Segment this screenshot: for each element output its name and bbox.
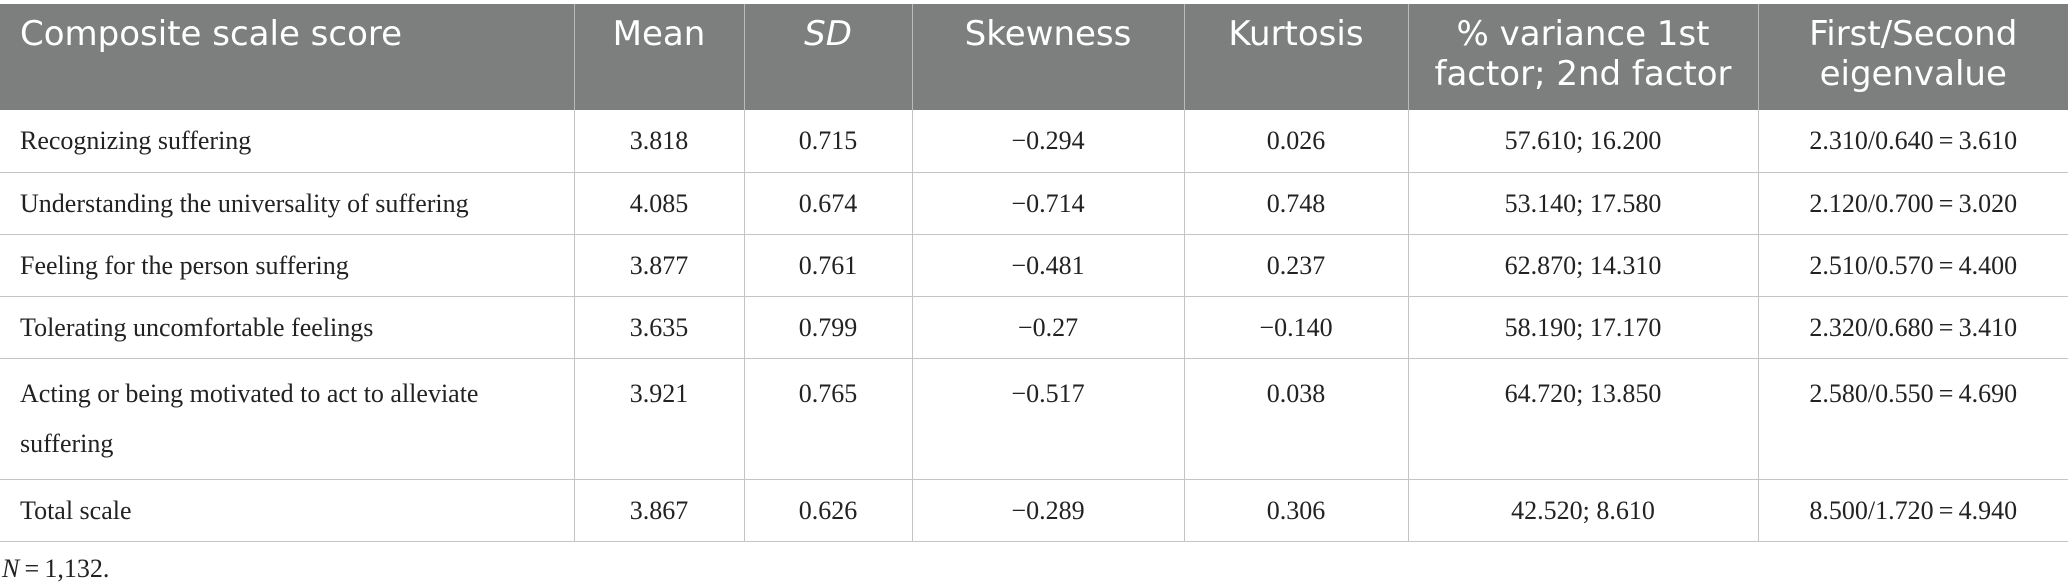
cell-eigenvalue: 2.580/0.550 = 4.690 bbox=[1757, 358, 2068, 480]
cell-mean: 3.877 bbox=[573, 234, 744, 297]
cell-skewness: −0.27 bbox=[911, 296, 1184, 359]
cell-variance: 57.610; 16.200 bbox=[1407, 110, 1758, 173]
table-row: Total scale 3.867 0.626 −0.289 0.306 42.… bbox=[0, 479, 2068, 542]
footnote-symbol: N bbox=[2, 553, 20, 583]
table-row: Recognizing suffering 3.818 0.715 −0.294… bbox=[0, 110, 2068, 173]
cell-mean: 3.635 bbox=[573, 296, 744, 359]
data-table: Composite scale score Mean SD Skewness K… bbox=[0, 4, 2068, 542]
cell-sd: 0.765 bbox=[743, 358, 912, 480]
table-row: Tolerating uncomfortable feelings 3.635 … bbox=[0, 296, 2068, 359]
row-label: Total scale bbox=[0, 479, 574, 542]
cell-eigenvalue: 8.500/1.720 = 4.940 bbox=[1757, 479, 2068, 542]
col-header-variance: % variance 1st factor; 2nd factor bbox=[1407, 4, 1758, 110]
row-label: Feeling for the person suffering bbox=[0, 234, 574, 297]
col-header-mean: Mean bbox=[573, 4, 744, 110]
cell-eigenvalue: 2.510/0.570 = 4.400 bbox=[1757, 234, 2068, 297]
cell-kurtosis: 0.026 bbox=[1183, 110, 1408, 173]
row-label: Understanding the universality of suffer… bbox=[0, 172, 574, 235]
cell-skewness: −0.481 bbox=[911, 234, 1184, 297]
cell-mean: 4.085 bbox=[573, 172, 744, 235]
cell-variance: 64.720; 13.850 bbox=[1407, 358, 1758, 480]
cell-mean: 3.867 bbox=[573, 479, 744, 542]
table-container: Composite scale score Mean SD Skewness K… bbox=[0, 4, 2068, 584]
cell-kurtosis: 0.306 bbox=[1183, 479, 1408, 542]
cell-sd: 0.761 bbox=[743, 234, 912, 297]
cell-skewness: −0.294 bbox=[911, 110, 1184, 173]
cell-kurtosis: −0.140 bbox=[1183, 296, 1408, 359]
row-label: Recognizing suffering bbox=[0, 110, 574, 173]
col-header-eigenvalue: First/Second eigenvalue bbox=[1757, 4, 2068, 110]
col-header-composite-scale-score: Composite scale score bbox=[0, 4, 574, 110]
cell-mean: 3.818 bbox=[573, 110, 744, 173]
table-row: Understanding the universality of suffer… bbox=[0, 172, 2068, 235]
cell-kurtosis: 0.237 bbox=[1183, 234, 1408, 297]
cell-kurtosis: 0.038 bbox=[1183, 358, 1408, 480]
cell-skewness: −0.714 bbox=[911, 172, 1184, 235]
cell-eigenvalue: 2.320/0.680 = 3.410 bbox=[1757, 296, 2068, 359]
row-label: Acting or being motivated to act to alle… bbox=[0, 358, 574, 480]
cell-variance: 53.140; 17.580 bbox=[1407, 172, 1758, 235]
table-footnote: N = 1,132. bbox=[0, 554, 2068, 584]
cell-variance: 58.190; 17.170 bbox=[1407, 296, 1758, 359]
cell-skewness: −0.289 bbox=[911, 479, 1184, 542]
cell-eigenvalue: 2.310/0.640 = 3.610 bbox=[1757, 110, 2068, 173]
cell-sd: 0.626 bbox=[743, 479, 912, 542]
col-header-skewness: Skewness bbox=[911, 4, 1184, 110]
cell-eigenvalue: 2.120/0.700 = 3.020 bbox=[1757, 172, 2068, 235]
footnote-text: = 1,132. bbox=[19, 553, 110, 583]
table-row: Feeling for the person suffering 3.877 0… bbox=[0, 234, 2068, 297]
cell-variance: 62.870; 14.310 bbox=[1407, 234, 1758, 297]
table-row: Acting or being motivated to act to alle… bbox=[0, 358, 2068, 480]
col-header-sd: SD bbox=[743, 4, 912, 110]
cell-kurtosis: 0.748 bbox=[1183, 172, 1408, 235]
header-row: Composite scale score Mean SD Skewness K… bbox=[0, 4, 2068, 110]
cell-sd: 0.715 bbox=[743, 110, 912, 173]
cell-skewness: −0.517 bbox=[911, 358, 1184, 480]
cell-sd: 0.799 bbox=[743, 296, 912, 359]
col-header-kurtosis: Kurtosis bbox=[1183, 4, 1408, 110]
row-label: Tolerating uncomfortable feelings bbox=[0, 296, 574, 359]
cell-sd: 0.674 bbox=[743, 172, 912, 235]
cell-mean: 3.921 bbox=[573, 358, 744, 480]
cell-variance: 42.520; 8.610 bbox=[1407, 479, 1758, 542]
